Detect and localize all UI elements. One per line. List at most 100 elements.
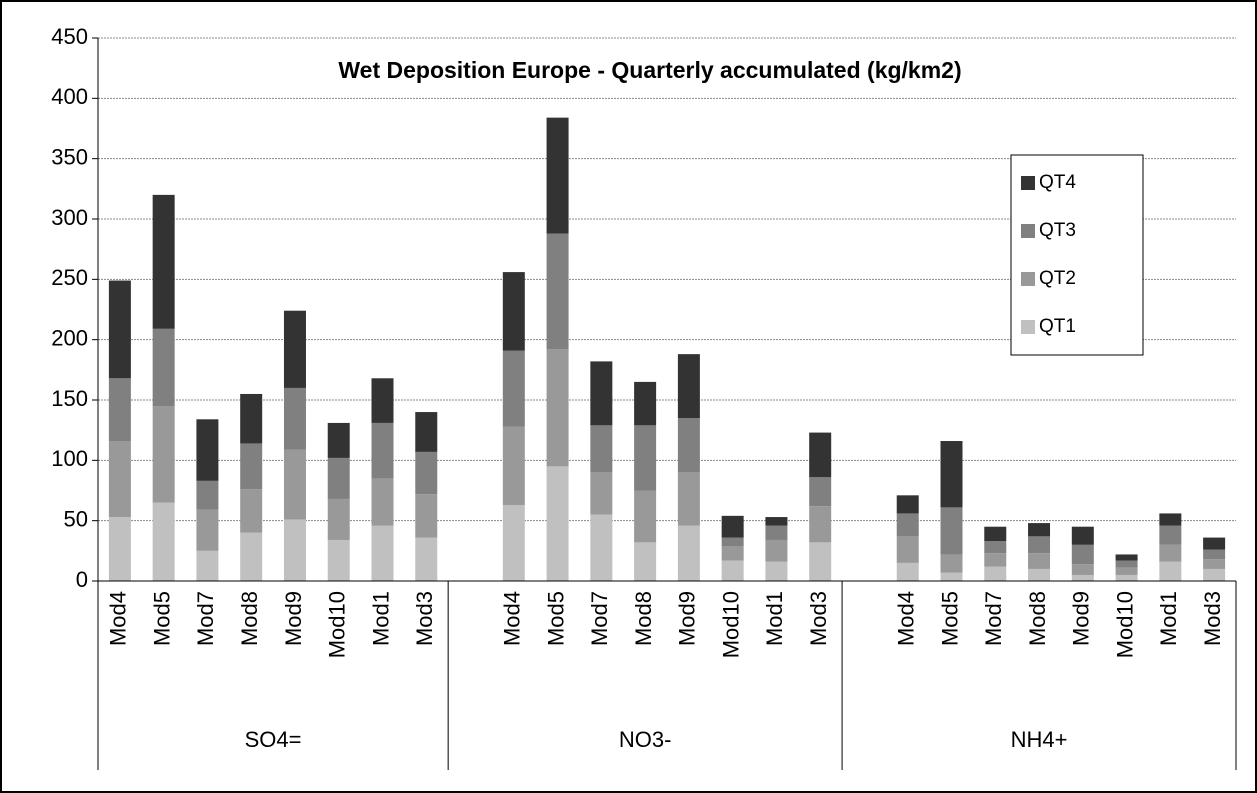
group-label: NH4+ xyxy=(1011,727,1068,752)
bar-segment xyxy=(152,328,175,407)
legend-label: QT4 xyxy=(1039,172,1076,193)
bar-segment xyxy=(765,517,788,526)
x-tick-label: Mod1 xyxy=(368,591,393,646)
x-tick-label: Mod4 xyxy=(500,591,525,646)
bar-segment xyxy=(415,412,438,452)
bar-segment xyxy=(634,490,657,543)
bar-segment xyxy=(896,495,919,514)
x-tick-label: Mod9 xyxy=(1069,591,1094,646)
bar-segment xyxy=(415,494,438,538)
group-label: SO4= xyxy=(245,727,302,752)
bar-segment xyxy=(634,381,657,426)
bar-segment xyxy=(940,441,963,508)
y-tick-label: 150 xyxy=(51,386,88,411)
bar-segment xyxy=(240,489,263,533)
y-tick-label: 350 xyxy=(51,144,88,169)
bar-segment xyxy=(108,441,131,518)
bar-segment xyxy=(590,514,613,581)
bar-segment xyxy=(1071,574,1094,581)
bar-segment xyxy=(108,378,131,442)
bar-segment xyxy=(896,536,919,563)
bar-segment xyxy=(765,539,788,562)
bar-segment xyxy=(415,537,438,581)
bar-segment xyxy=(590,425,613,473)
bar-segment xyxy=(1203,537,1226,550)
bar-segment xyxy=(1159,513,1182,526)
bar-segment xyxy=(677,418,700,473)
legend-label: QT1 xyxy=(1039,316,1076,337)
legend-label: QT3 xyxy=(1039,220,1076,241)
x-tick-label: Mod1 xyxy=(762,591,787,646)
bar-segment xyxy=(984,553,1007,567)
y-tick-label: 200 xyxy=(51,325,88,350)
x-tick-label: Mod3 xyxy=(806,591,831,646)
group-label: NO3- xyxy=(619,727,672,752)
bar-segment xyxy=(1028,568,1051,581)
y-tick-label: 300 xyxy=(51,205,88,230)
bar-segment xyxy=(809,477,832,507)
bar-segment xyxy=(1159,544,1182,562)
legend-swatch xyxy=(1021,320,1035,334)
bar-segment xyxy=(283,519,306,581)
bar-segment xyxy=(546,349,569,467)
bar-segment xyxy=(1159,561,1182,581)
legend-swatch xyxy=(1021,272,1035,286)
x-tick-label: Mod5 xyxy=(543,591,568,646)
bar-segment xyxy=(677,525,700,581)
bar-segment xyxy=(327,498,350,540)
bar-segment xyxy=(283,387,306,450)
bar-segment xyxy=(196,509,219,551)
bar-segment xyxy=(196,419,219,481)
bar-segment xyxy=(546,117,569,234)
bar-segment xyxy=(677,354,700,419)
bar-segment xyxy=(1203,559,1226,569)
bar-segment xyxy=(896,562,919,581)
x-tick-label: Mod7 xyxy=(193,591,218,646)
x-tick-label: Mod8 xyxy=(237,591,262,646)
y-tick-label: 100 xyxy=(51,446,88,471)
x-tick-label: Mod8 xyxy=(1025,591,1050,646)
x-tick-label: Mod10 xyxy=(718,591,743,658)
bar-segment xyxy=(371,478,394,526)
bar-segment xyxy=(283,310,306,388)
x-tick-label: Mod7 xyxy=(981,591,1006,646)
bar-segment xyxy=(809,506,832,543)
y-tick-label: 450 xyxy=(51,24,88,49)
bar-segment xyxy=(1028,523,1051,537)
bar-segment xyxy=(371,422,394,479)
bar-segment xyxy=(809,542,832,581)
bar-segment xyxy=(984,541,1007,554)
bar-segment xyxy=(1028,553,1051,569)
bar-segment xyxy=(809,432,832,478)
bar-segment xyxy=(896,513,919,537)
bar-segment xyxy=(984,526,1007,542)
bar-segment xyxy=(546,233,569,350)
bar-segment xyxy=(1071,564,1094,575)
legend-label: QT2 xyxy=(1039,268,1076,289)
bar-segment xyxy=(502,272,525,351)
bar-segment xyxy=(108,280,131,379)
bar-segment xyxy=(502,426,525,505)
x-tick-label: Mod9 xyxy=(281,591,306,646)
bar-segment xyxy=(721,560,744,581)
bar-segment xyxy=(240,393,263,444)
bar-segment xyxy=(196,550,219,581)
bar-segment xyxy=(152,502,175,581)
x-tick-label: Mod5 xyxy=(149,591,174,646)
y-tick-label: 0 xyxy=(76,567,88,592)
bar-segment xyxy=(1115,574,1138,581)
bar-segment xyxy=(940,554,963,573)
legend-swatch xyxy=(1021,224,1035,238)
x-tick-label: Mod9 xyxy=(675,591,700,646)
x-tick-label: Mod3 xyxy=(1200,591,1225,646)
bar-segment xyxy=(1071,526,1094,545)
bar-segment xyxy=(721,515,744,538)
bar-segment xyxy=(1203,568,1226,581)
bar-segment xyxy=(1071,544,1094,565)
bar-segment xyxy=(327,422,350,458)
x-tick-label: Mod8 xyxy=(631,591,656,646)
bar-segment xyxy=(502,504,525,581)
bar-segment xyxy=(240,532,263,581)
x-tick-label: Mod10 xyxy=(325,591,350,658)
